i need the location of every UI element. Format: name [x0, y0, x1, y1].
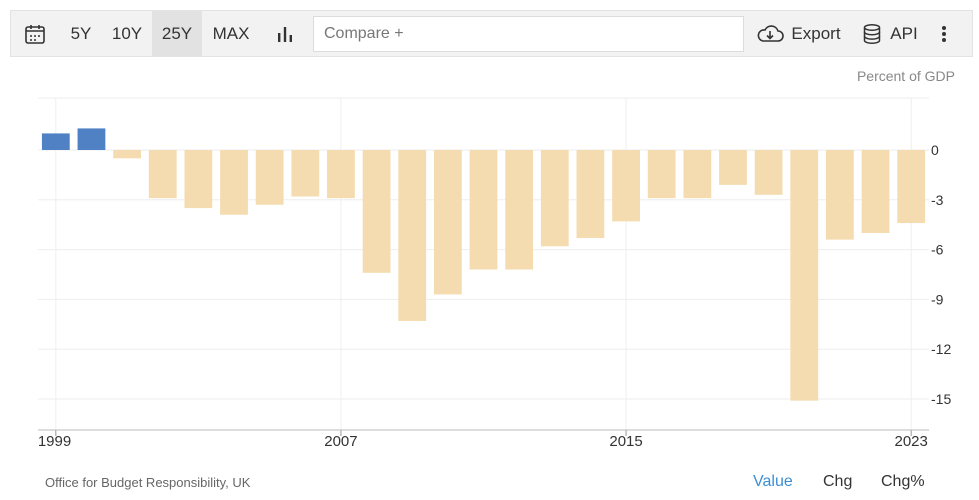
mode-button-value[interactable]: Value [753, 473, 793, 490]
bar-2012[interactable] [505, 150, 534, 270]
unit-label: Percent of GDP [856, 68, 955, 84]
bar-2019[interactable] [754, 150, 783, 195]
bar-2007[interactable] [327, 150, 355, 199]
chart-type-icon[interactable] [271, 11, 299, 56]
bar-2015[interactable] [612, 150, 640, 222]
range-button-25y[interactable]: 25Y [152, 11, 202, 56]
x-tick-label: 1999 [38, 433, 71, 450]
range-button-5y[interactable]: 5Y [70, 23, 92, 43]
bar-2016[interactable] [647, 150, 676, 199]
chart-bars [41, 128, 926, 401]
y-tick-label: -12 [931, 341, 951, 357]
api-label: API [890, 23, 918, 43]
bar-2018[interactable] [719, 150, 747, 185]
calendar-icon-svg [25, 24, 45, 44]
more-options-icon[interactable] [933, 11, 955, 56]
export-button[interactable]: Export [753, 11, 843, 56]
y-tick-label: -3 [931, 192, 944, 208]
bar-2000[interactable] [77, 128, 106, 150]
vertical-dots-icon [942, 25, 946, 42]
bar-2005[interactable] [255, 150, 284, 205]
bar-2022[interactable] [861, 150, 890, 233]
x-tick-label: 2015 [609, 433, 642, 450]
bar-2023[interactable] [897, 150, 926, 224]
source-label: Office for Budget Responsibility, UK [45, 475, 251, 490]
range-button-10y[interactable]: 10Y [111, 23, 143, 43]
export-label: Export [791, 23, 841, 43]
mode-button-chg[interactable]: Chg [823, 473, 853, 490]
x-tick-label: 2007 [324, 433, 357, 450]
bar-2004[interactable] [220, 150, 248, 215]
range-button-max[interactable]: MAX [212, 23, 250, 43]
calendar-icon[interactable] [23, 11, 47, 56]
bar-chart-icon [278, 26, 292, 42]
bar-2017[interactable] [683, 150, 712, 199]
bar-2001[interactable] [113, 150, 141, 159]
bar-1999[interactable] [41, 133, 70, 150]
bar-2021[interactable] [826, 150, 854, 240]
bar-2014[interactable] [576, 150, 605, 238]
y-tick-label: -9 [931, 291, 944, 307]
compare-input[interactable] [313, 16, 744, 52]
bar-chart: 0 -3 -6 -9 -12 -15 1999 2007 2015 2023 [38, 97, 952, 450]
bar-2008[interactable] [362, 150, 391, 273]
mode-button-chg-pct[interactable]: Chg% [881, 473, 925, 490]
chart-axes: 0 -3 -6 -9 -12 -15 1999 2007 2015 2023 [38, 142, 952, 450]
y-tick-label: -15 [931, 391, 951, 407]
bar-2009[interactable] [398, 150, 427, 321]
bar-2013[interactable] [540, 150, 569, 247]
y-tick-label: 0 [931, 142, 939, 158]
cloud-download-icon [758, 24, 785, 42]
bar-2006[interactable] [291, 150, 320, 197]
x-tick-label: 2023 [894, 433, 927, 450]
bar-2003[interactable] [184, 150, 213, 209]
bar-2011[interactable] [469, 150, 498, 270]
bar-2010[interactable] [433, 150, 462, 295]
database-icon [864, 23, 881, 44]
bar-2020[interactable] [790, 150, 819, 401]
chart-toolbar: 5Y 10Y 25Y MAX Export API [10, 10, 973, 57]
y-tick-label: -6 [931, 242, 944, 258]
api-button[interactable]: API [857, 11, 923, 56]
bar-2002[interactable] [148, 150, 177, 199]
